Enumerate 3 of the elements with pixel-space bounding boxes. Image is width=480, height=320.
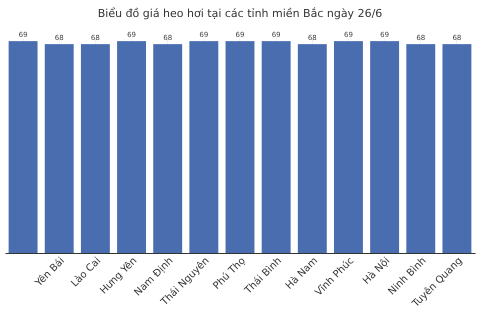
x-tick-label: Yên Bái: [32, 256, 68, 290]
chart-title: Biểu đồ giá heo hơi tại các tỉnh miền Bắc ngày 26/6: [98, 7, 382, 20]
x-tick-label: Hà Nội: [361, 256, 392, 287]
